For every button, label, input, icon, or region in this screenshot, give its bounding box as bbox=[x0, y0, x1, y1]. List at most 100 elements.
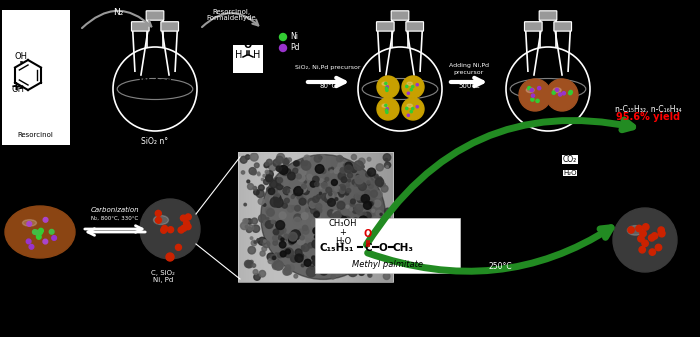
Circle shape bbox=[335, 186, 340, 191]
Circle shape bbox=[340, 265, 346, 272]
Circle shape bbox=[531, 98, 534, 101]
Circle shape bbox=[181, 225, 187, 231]
Circle shape bbox=[276, 179, 283, 186]
Circle shape bbox=[337, 192, 344, 200]
Circle shape bbox=[271, 212, 273, 214]
FancyBboxPatch shape bbox=[374, 152, 377, 282]
Circle shape bbox=[314, 211, 319, 215]
Circle shape bbox=[245, 219, 248, 222]
Circle shape bbox=[379, 183, 383, 187]
Circle shape bbox=[281, 246, 285, 250]
Circle shape bbox=[314, 182, 319, 186]
Circle shape bbox=[352, 223, 358, 229]
FancyBboxPatch shape bbox=[246, 152, 248, 282]
FancyBboxPatch shape bbox=[317, 152, 320, 282]
FancyBboxPatch shape bbox=[269, 152, 272, 282]
Circle shape bbox=[278, 253, 283, 258]
Circle shape bbox=[640, 230, 646, 237]
Circle shape bbox=[273, 241, 277, 245]
FancyBboxPatch shape bbox=[331, 152, 334, 282]
Circle shape bbox=[302, 187, 309, 195]
FancyBboxPatch shape bbox=[233, 45, 263, 73]
Circle shape bbox=[374, 200, 381, 207]
Circle shape bbox=[324, 257, 327, 261]
Circle shape bbox=[258, 237, 266, 245]
Circle shape bbox=[288, 232, 298, 241]
Circle shape bbox=[374, 174, 378, 178]
Circle shape bbox=[360, 242, 363, 245]
Circle shape bbox=[278, 262, 281, 266]
Circle shape bbox=[342, 226, 348, 232]
Circle shape bbox=[357, 196, 364, 203]
FancyBboxPatch shape bbox=[267, 152, 270, 282]
Circle shape bbox=[371, 196, 374, 200]
Circle shape bbox=[326, 229, 329, 232]
Circle shape bbox=[352, 180, 357, 185]
FancyBboxPatch shape bbox=[290, 152, 293, 282]
Circle shape bbox=[538, 87, 541, 90]
Circle shape bbox=[319, 244, 325, 250]
Circle shape bbox=[555, 88, 559, 92]
Circle shape bbox=[317, 223, 324, 230]
Circle shape bbox=[302, 176, 306, 180]
FancyBboxPatch shape bbox=[241, 152, 244, 282]
Circle shape bbox=[302, 201, 304, 204]
Circle shape bbox=[381, 185, 388, 192]
Circle shape bbox=[307, 186, 312, 190]
Circle shape bbox=[383, 154, 391, 161]
Circle shape bbox=[385, 82, 387, 85]
Text: +: + bbox=[340, 228, 346, 237]
Circle shape bbox=[363, 197, 368, 202]
Circle shape bbox=[344, 164, 346, 167]
Circle shape bbox=[298, 196, 307, 204]
Circle shape bbox=[318, 226, 323, 232]
Circle shape bbox=[282, 203, 287, 208]
Circle shape bbox=[285, 265, 290, 271]
Circle shape bbox=[363, 201, 372, 209]
Circle shape bbox=[368, 200, 374, 206]
Text: Resorcinol: Resorcinol bbox=[17, 132, 53, 138]
Circle shape bbox=[368, 157, 371, 161]
Circle shape bbox=[363, 212, 366, 216]
Circle shape bbox=[628, 227, 634, 233]
Circle shape bbox=[337, 202, 345, 209]
Circle shape bbox=[279, 236, 282, 240]
FancyBboxPatch shape bbox=[391, 11, 409, 20]
Text: Ni, Pd: Ni, Pd bbox=[153, 277, 173, 283]
Text: Resorcinol,: Resorcinol, bbox=[212, 9, 250, 15]
FancyBboxPatch shape bbox=[249, 152, 251, 282]
Circle shape bbox=[266, 175, 272, 182]
Circle shape bbox=[246, 227, 252, 233]
Circle shape bbox=[333, 250, 337, 254]
Circle shape bbox=[360, 218, 366, 224]
Circle shape bbox=[240, 156, 247, 163]
Circle shape bbox=[295, 254, 303, 262]
Circle shape bbox=[346, 188, 351, 193]
Circle shape bbox=[340, 157, 343, 160]
Circle shape bbox=[260, 251, 265, 256]
Circle shape bbox=[251, 218, 258, 224]
Circle shape bbox=[658, 229, 665, 236]
Circle shape bbox=[27, 221, 31, 226]
Circle shape bbox=[336, 216, 342, 221]
Circle shape bbox=[264, 240, 266, 242]
Ellipse shape bbox=[382, 104, 388, 108]
Circle shape bbox=[178, 227, 184, 233]
Circle shape bbox=[314, 212, 318, 215]
Circle shape bbox=[321, 268, 328, 274]
Circle shape bbox=[320, 187, 322, 189]
Text: SiO₂, Ni,Pd precursor: SiO₂, Ni,Pd precursor bbox=[295, 65, 360, 70]
Circle shape bbox=[350, 202, 355, 206]
Circle shape bbox=[559, 93, 561, 96]
Circle shape bbox=[319, 212, 326, 218]
Text: Ni: Ni bbox=[290, 32, 298, 41]
Circle shape bbox=[319, 269, 324, 275]
FancyBboxPatch shape bbox=[253, 152, 256, 282]
Text: H: H bbox=[235, 50, 243, 60]
Circle shape bbox=[354, 241, 361, 248]
FancyBboxPatch shape bbox=[255, 152, 258, 282]
Circle shape bbox=[176, 244, 181, 250]
Circle shape bbox=[377, 181, 382, 186]
FancyBboxPatch shape bbox=[326, 152, 329, 282]
Circle shape bbox=[341, 177, 347, 183]
